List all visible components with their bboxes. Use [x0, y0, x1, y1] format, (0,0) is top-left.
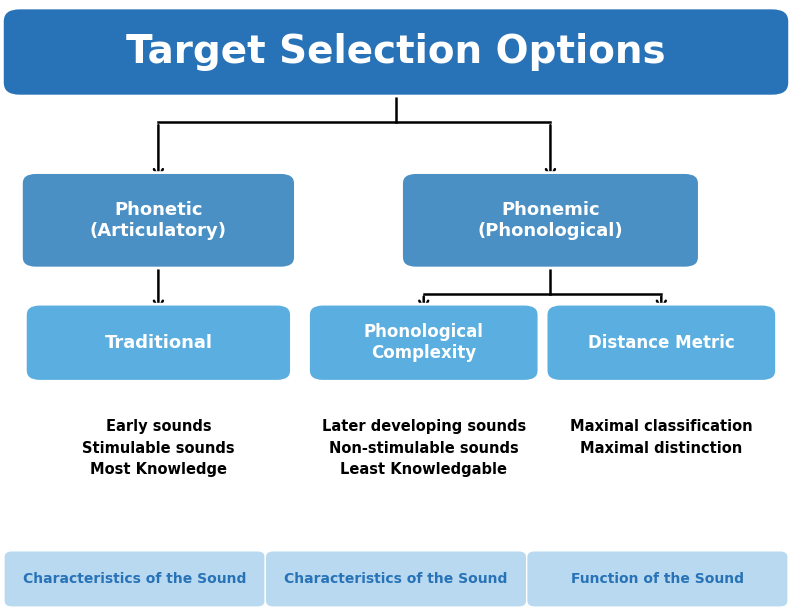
Text: Early sounds
Stimulable sounds
Most Knowledge: Early sounds Stimulable sounds Most Know…: [82, 419, 234, 477]
FancyBboxPatch shape: [2, 8, 790, 96]
Text: Phonetic
(Articulatory): Phonetic (Articulatory): [90, 201, 227, 240]
FancyBboxPatch shape: [309, 304, 539, 381]
FancyBboxPatch shape: [402, 173, 699, 268]
FancyBboxPatch shape: [21, 173, 295, 268]
FancyBboxPatch shape: [25, 304, 291, 381]
FancyBboxPatch shape: [546, 304, 776, 381]
FancyBboxPatch shape: [4, 551, 265, 607]
Text: Characteristics of the Sound: Characteristics of the Sound: [23, 572, 246, 586]
Text: Later developing sounds
Non-stimulable sounds
Least Knowledgable: Later developing sounds Non-stimulable s…: [322, 419, 526, 477]
Text: Target Selection Options: Target Selection Options: [126, 33, 666, 71]
FancyBboxPatch shape: [527, 551, 788, 607]
Text: Traditional: Traditional: [105, 334, 212, 352]
FancyBboxPatch shape: [265, 551, 527, 607]
Text: Maximal classification
Maximal distinction: Maximal classification Maximal distincti…: [570, 419, 752, 456]
Text: Function of the Sound: Function of the Sound: [571, 572, 744, 586]
Text: Distance Metric: Distance Metric: [588, 334, 735, 352]
Text: Characteristics of the Sound: Characteristics of the Sound: [284, 572, 508, 586]
Text: Phonological
Complexity: Phonological Complexity: [364, 323, 484, 362]
Text: Phonemic
(Phonological): Phonemic (Phonological): [478, 201, 623, 240]
